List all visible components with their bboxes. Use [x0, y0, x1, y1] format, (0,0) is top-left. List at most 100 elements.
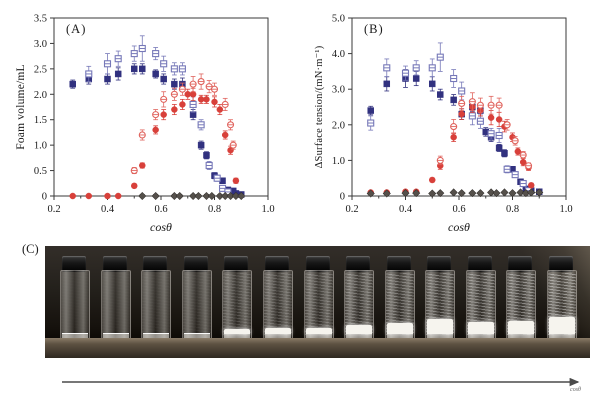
vial-haze	[102, 273, 130, 335]
panel-b-x-axis-label: cosθ	[448, 220, 470, 234]
series-red-open-circle	[436, 92, 533, 170]
plot-frame	[53, 17, 269, 197]
vial-body	[181, 270, 212, 346]
x-tick-label: 0.2	[345, 204, 358, 215]
series-blue-open-square	[85, 35, 232, 196]
y-tick-label: 1.0	[332, 156, 345, 167]
x-tick-label: 0.8	[506, 204, 519, 215]
vial-cap	[548, 256, 573, 272]
vial	[505, 256, 537, 346]
panel-c-label: (C)	[22, 242, 39, 256]
series-red-open-circle	[130, 73, 237, 175]
panel-a: 0.2 0.4 0.6 0.8 1.0 0 0.5 1.0 1.5 2.0 2.5 3.0 3.5 (A…	[8, 4, 298, 236]
series-gray-diamond	[138, 191, 246, 201]
vial	[303, 256, 334, 346]
x-tick-label: 0.6	[452, 204, 465, 215]
y-tick-label: 1.0	[34, 141, 47, 152]
vial-cap	[508, 256, 533, 272]
vial-haze	[61, 273, 89, 335]
panel-a-y-axis-label: Foam volume/mL	[15, 64, 27, 150]
scatter-chart-b: 0.2 0.4 0.6 0.8 1.0 0 1.0 2.0 3.0 4.0 5.0	[332, 14, 573, 216]
y-tick-label: 2.5	[34, 64, 47, 75]
x-tick-label: 0.4	[101, 204, 115, 215]
arrow-label: cosθ	[570, 387, 581, 393]
vial-foam	[467, 322, 494, 334]
vial	[465, 256, 496, 346]
vial-body	[303, 270, 334, 346]
vials-photo	[45, 246, 590, 358]
panel-b-y-axis-label: ΔSurface tension/(mN·m⁻¹)	[314, 45, 325, 169]
vial	[384, 256, 415, 346]
vial-haze	[304, 273, 333, 335]
vial-foam	[264, 328, 291, 334]
y-tick-label: 0.5	[34, 166, 47, 177]
vial	[181, 256, 212, 346]
panel-a-x-axis-label: cosθ	[150, 220, 172, 234]
vial-body	[141, 270, 172, 346]
vial-cap	[62, 256, 87, 272]
vial	[262, 256, 293, 346]
vial-foam	[508, 321, 535, 334]
vial	[343, 256, 375, 346]
vial-haze	[223, 273, 252, 335]
panel-b-label: (B)	[364, 22, 384, 36]
vial-body	[425, 270, 456, 346]
vial-haze	[263, 273, 292, 335]
x-tick-label: 1.0	[559, 204, 572, 215]
vial-cap	[427, 256, 452, 272]
vial-haze	[345, 273, 374, 335]
vial	[546, 256, 577, 346]
vial-cap	[386, 256, 411, 272]
vial-foam	[427, 319, 454, 334]
vial-foam	[548, 317, 575, 334]
increasing-direction-arrow: cosθ	[58, 376, 593, 400]
vial-cap	[183, 256, 208, 272]
vial-cap	[264, 256, 289, 272]
vial-haze	[142, 273, 171, 335]
vial-foam	[386, 323, 413, 334]
vial	[221, 256, 253, 346]
x-tick-label: 0.6	[154, 204, 167, 215]
y-tick-label: 4.0	[332, 49, 345, 60]
vial-cap	[305, 256, 330, 272]
y-tick-label: 3.0	[34, 39, 47, 50]
vial-body	[506, 270, 537, 346]
vial-cap	[467, 256, 492, 272]
vial-haze	[182, 273, 211, 335]
vial	[59, 256, 91, 346]
vial	[140, 256, 172, 346]
y-tick-label: 2.0	[34, 90, 47, 101]
panel-a-label: (A)	[66, 22, 87, 36]
vial-body	[60, 270, 91, 346]
y-tick-label: 0	[42, 192, 47, 203]
vial	[424, 256, 456, 346]
series-blue-open-square	[367, 42, 533, 195]
panel-b: 0.2 0.4 0.6 0.8 1.0 0 1.0 2.0 3.0 4.0 5.0 (B) ΔSur…	[306, 4, 596, 236]
x-tick-label: 0.4	[399, 204, 413, 215]
photo-table-edge	[45, 338, 590, 358]
vial-body	[344, 270, 375, 346]
y-tick-label: 0	[340, 192, 345, 203]
series-red-filled-circle	[367, 101, 535, 196]
series-gray-diamond	[366, 188, 544, 198]
vial-body	[100, 270, 131, 346]
vial-cap	[102, 256, 127, 272]
vial-foam	[224, 329, 251, 334]
vial-cap	[224, 256, 249, 272]
vial-body	[262, 270, 293, 346]
x-tick-label: 1.0	[261, 204, 274, 215]
vial-body	[546, 270, 577, 346]
y-tick-label: 5.0	[332, 14, 345, 25]
vial	[100, 256, 131, 346]
vial-cap	[143, 256, 168, 272]
series-red-filled-circle	[69, 87, 240, 200]
vial-body	[384, 270, 415, 346]
vial-foam	[305, 328, 332, 334]
plot-frame	[351, 17, 567, 197]
x-tick-label: 0.2	[47, 204, 60, 215]
vial-cap	[346, 256, 371, 272]
vial-body	[222, 270, 253, 346]
y-tick-label: 1.5	[34, 115, 47, 126]
vial-body	[465, 270, 496, 346]
